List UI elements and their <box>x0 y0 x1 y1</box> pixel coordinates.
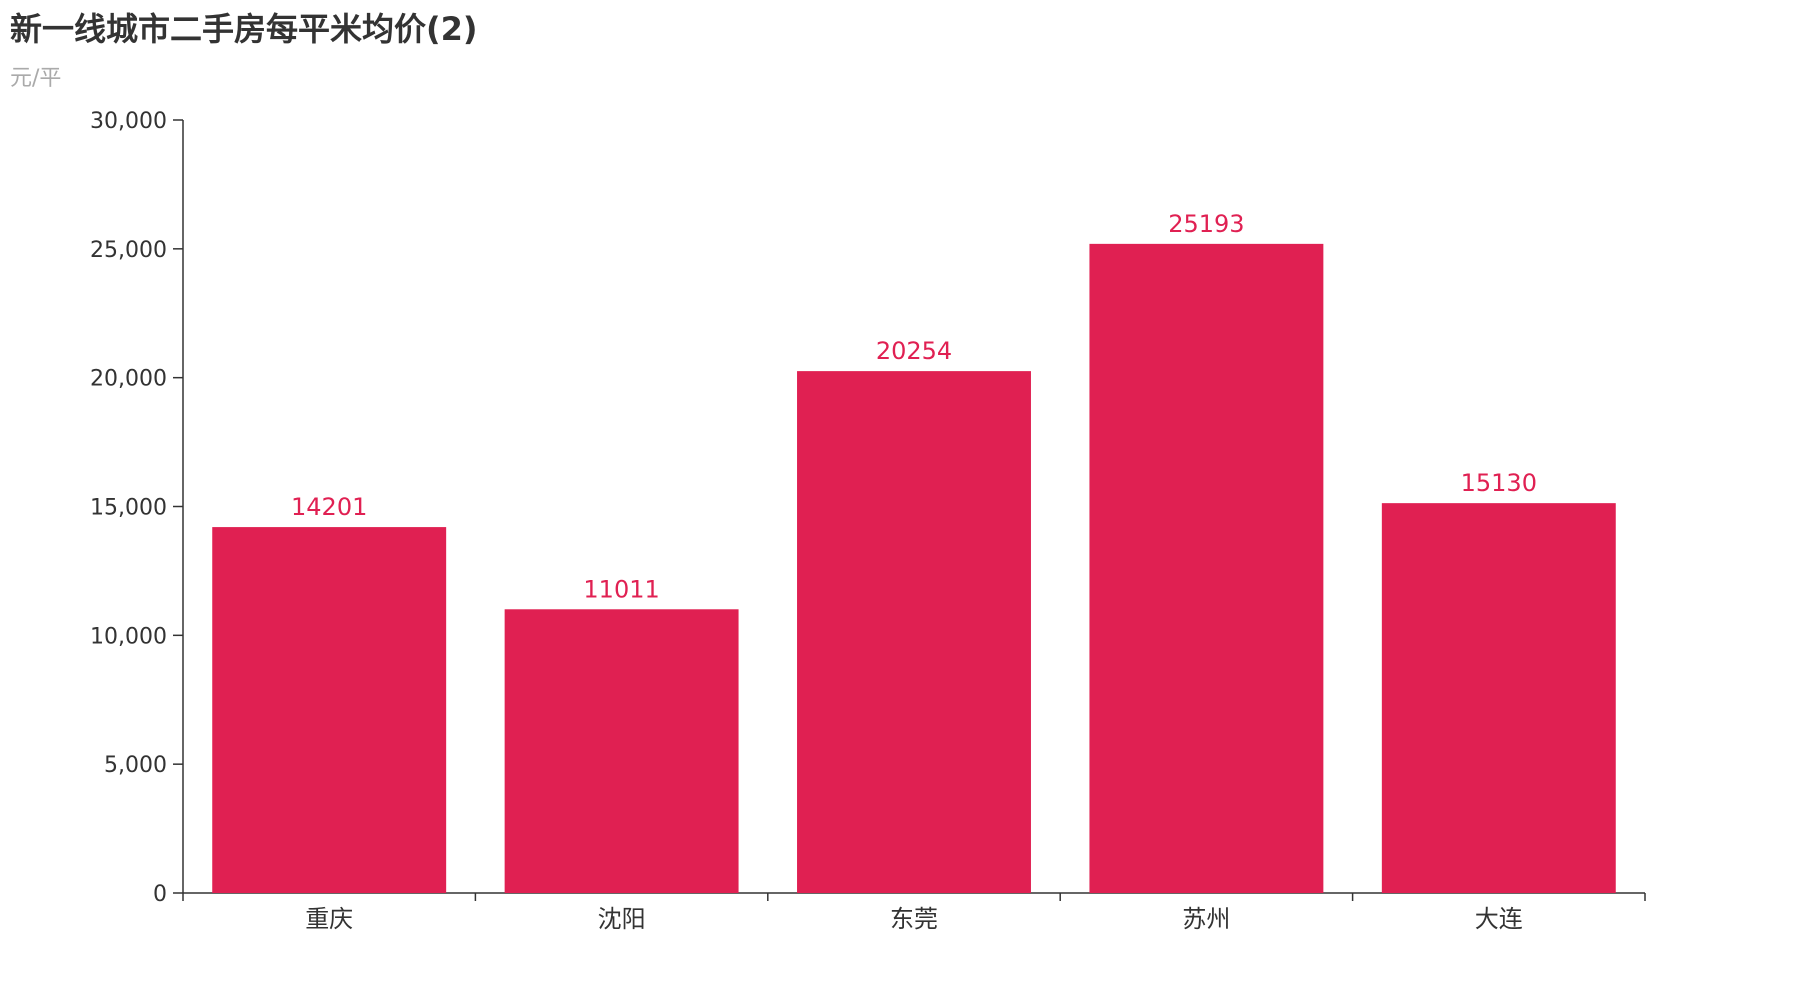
data-label: 15130 <box>1461 469 1537 497</box>
y-tick-label: 5,000 <box>104 753 167 778</box>
data-label: 25193 <box>1168 210 1244 238</box>
bar <box>504 609 739 893</box>
y-tick-label: 10,000 <box>90 624 167 649</box>
bars <box>212 243 1616 894</box>
x-tick-label: 沈阳 <box>598 905 646 933</box>
chart-subtitle: 元/平 <box>10 66 62 91</box>
axes: 0 5,000 10,000 15,000 20,000 25,000 30,000 重庆 沈阳… <box>90 109 1646 933</box>
data-label: 14201 <box>291 493 367 521</box>
y-tick-label: 20,000 <box>90 367 167 392</box>
y-tick-label: 15,000 <box>90 496 167 521</box>
x-tick-label: 大连 <box>1475 905 1523 933</box>
chart-title: 新一线城市二手房每平米均价(2) <box>10 10 478 48</box>
data-label: 20254 <box>876 337 952 365</box>
bar <box>1381 503 1616 893</box>
bar <box>212 527 447 893</box>
x-tick-label: 重庆 <box>305 905 353 933</box>
bar <box>797 371 1031 893</box>
x-tick-label: 苏州 <box>1182 905 1230 933</box>
x-tick-label: 东莞 <box>890 905 938 933</box>
data-label: 11011 <box>583 575 659 603</box>
bar <box>1089 243 1324 894</box>
y-tick-label: 0 <box>153 882 167 907</box>
y-tick-label: 30,000 <box>90 109 167 134</box>
data-labels: 14201 11011 20254 25193 15130 <box>291 210 1537 603</box>
y-tick-label: 25,000 <box>90 238 167 263</box>
